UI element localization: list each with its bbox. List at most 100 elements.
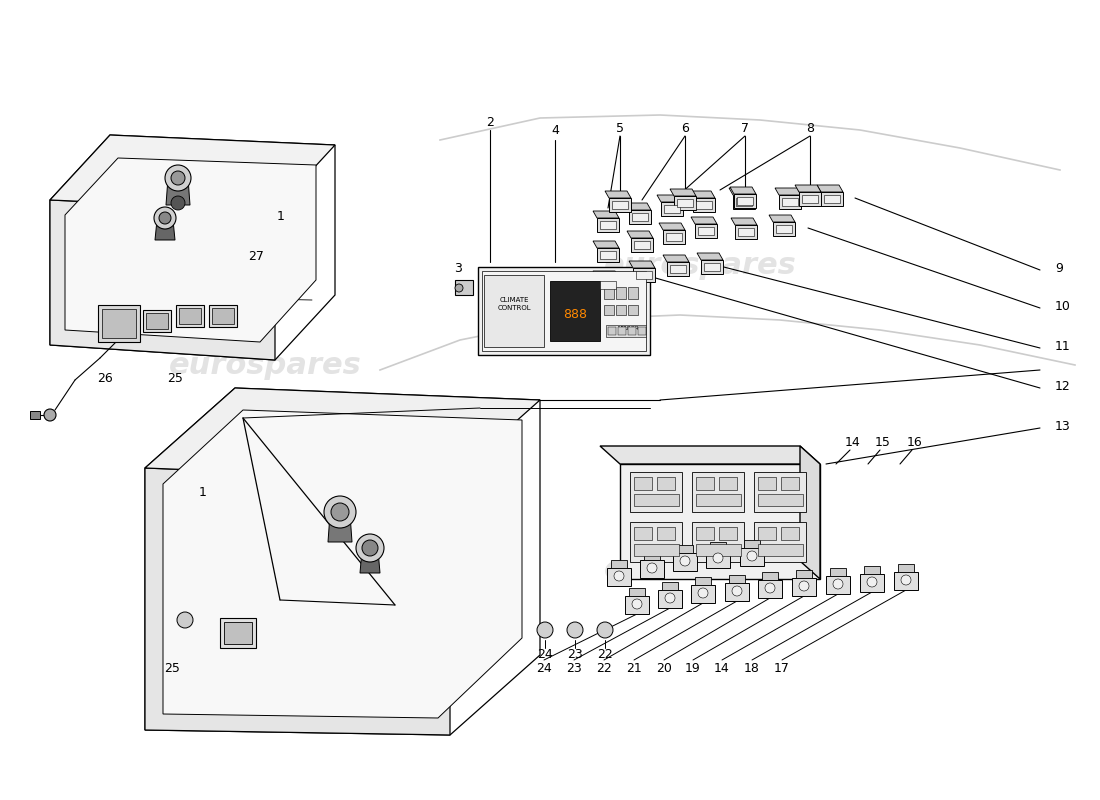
Circle shape: [747, 551, 757, 561]
Circle shape: [170, 171, 185, 185]
Polygon shape: [50, 135, 336, 210]
Polygon shape: [640, 560, 664, 578]
Circle shape: [537, 622, 553, 638]
Polygon shape: [695, 577, 711, 585]
Bar: [696, 544, 741, 556]
Polygon shape: [732, 218, 757, 225]
Polygon shape: [779, 195, 801, 209]
Text: 1: 1: [277, 210, 285, 222]
Circle shape: [44, 409, 56, 421]
Bar: [612, 201, 628, 209]
Polygon shape: [145, 388, 540, 735]
Polygon shape: [729, 575, 745, 583]
Polygon shape: [597, 248, 619, 262]
Circle shape: [867, 577, 877, 587]
Bar: [30, 411, 40, 419]
Polygon shape: [799, 192, 821, 206]
Text: 9: 9: [1055, 262, 1063, 274]
Bar: [604, 305, 614, 315]
Polygon shape: [730, 187, 756, 194]
Polygon shape: [179, 308, 201, 324]
Circle shape: [356, 534, 384, 562]
Bar: [696, 494, 741, 506]
Text: 20: 20: [656, 662, 672, 674]
Text: 4: 4: [551, 123, 559, 137]
Bar: [604, 287, 614, 299]
Text: 25: 25: [167, 371, 183, 385]
Polygon shape: [607, 568, 631, 586]
Polygon shape: [627, 231, 653, 238]
Text: 24: 24: [536, 662, 552, 674]
Polygon shape: [697, 253, 723, 260]
Polygon shape: [796, 570, 812, 578]
Polygon shape: [658, 590, 682, 608]
Text: 10: 10: [1055, 299, 1071, 313]
Bar: [758, 544, 803, 556]
Bar: [737, 197, 754, 205]
Polygon shape: [620, 464, 820, 579]
Polygon shape: [734, 194, 756, 208]
Polygon shape: [706, 550, 730, 568]
Circle shape: [170, 196, 185, 210]
Bar: [606, 325, 646, 337]
Bar: [692, 522, 744, 562]
Bar: [754, 522, 806, 562]
Polygon shape: [769, 215, 795, 222]
Bar: [455, 280, 473, 295]
Bar: [634, 477, 652, 490]
Polygon shape: [733, 195, 755, 209]
Polygon shape: [220, 618, 256, 648]
Polygon shape: [740, 548, 764, 566]
Circle shape: [331, 503, 349, 521]
Text: 22: 22: [597, 647, 613, 661]
Text: 1: 1: [199, 486, 207, 498]
Bar: [628, 327, 636, 335]
Bar: [608, 327, 616, 335]
Polygon shape: [735, 225, 757, 239]
Bar: [776, 225, 792, 233]
Bar: [698, 227, 714, 235]
Bar: [484, 275, 544, 347]
Bar: [696, 201, 712, 209]
Polygon shape: [166, 178, 190, 205]
Text: 3: 3: [454, 262, 462, 274]
Text: 26: 26: [97, 371, 113, 385]
Polygon shape: [674, 196, 696, 210]
Circle shape: [324, 496, 356, 528]
Polygon shape: [360, 550, 379, 573]
Polygon shape: [176, 305, 204, 327]
Text: 13: 13: [1055, 419, 1070, 433]
Bar: [630, 472, 682, 512]
Polygon shape: [817, 185, 843, 192]
Circle shape: [362, 540, 378, 556]
Text: 14: 14: [714, 662, 730, 674]
Polygon shape: [663, 230, 685, 244]
Text: 6: 6: [681, 122, 689, 134]
Bar: [719, 477, 737, 490]
Polygon shape: [625, 596, 649, 614]
Text: 15: 15: [876, 435, 891, 449]
Text: 888: 888: [563, 309, 587, 322]
Text: 25: 25: [164, 662, 180, 674]
Bar: [632, 213, 648, 221]
Polygon shape: [65, 158, 316, 342]
Text: MIRROR: MIRROR: [617, 326, 639, 331]
Polygon shape: [632, 268, 654, 282]
Text: 14: 14: [845, 435, 861, 449]
Bar: [630, 522, 682, 562]
Polygon shape: [673, 553, 697, 571]
Bar: [657, 527, 675, 540]
Polygon shape: [597, 278, 619, 292]
Bar: [664, 205, 680, 213]
Polygon shape: [776, 188, 801, 195]
Polygon shape: [744, 540, 760, 548]
Polygon shape: [800, 446, 820, 579]
Text: 5: 5: [616, 122, 624, 134]
Polygon shape: [155, 220, 175, 240]
Circle shape: [632, 599, 642, 609]
Text: 21: 21: [626, 662, 642, 674]
Bar: [704, 263, 720, 271]
Circle shape: [614, 571, 624, 581]
Polygon shape: [224, 622, 252, 644]
Polygon shape: [143, 310, 170, 332]
